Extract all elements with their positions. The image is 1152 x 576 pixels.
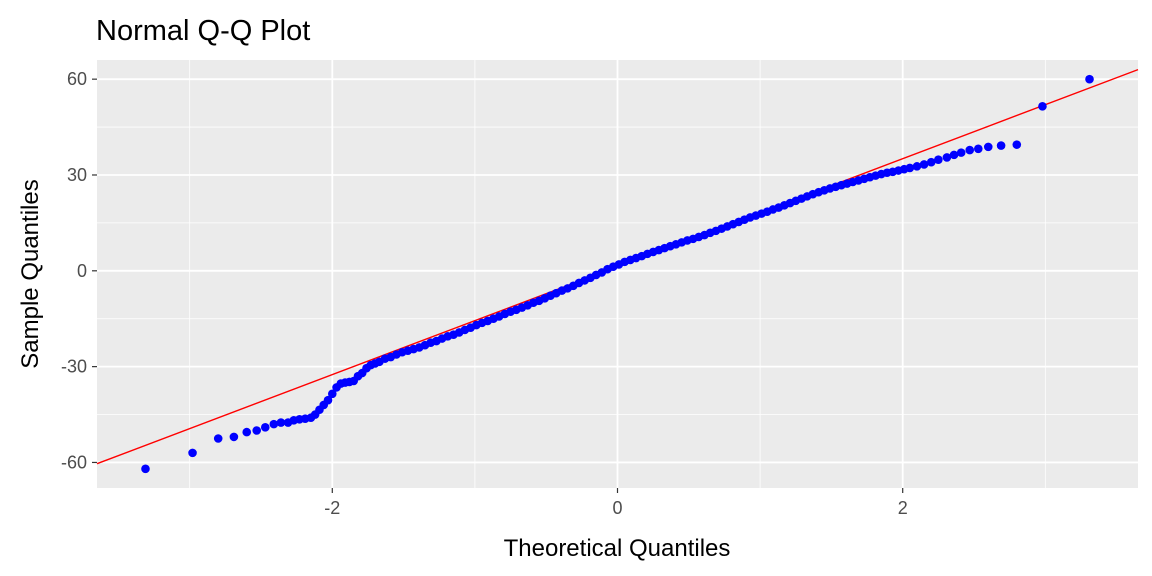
data-point bbox=[926, 157, 936, 167]
data-point bbox=[942, 153, 952, 162]
x-tick-label: 2 bbox=[898, 498, 908, 518]
x-axis-ticks: -2 0 2 bbox=[324, 488, 908, 518]
data-point bbox=[996, 141, 1006, 150]
data-point bbox=[188, 448, 197, 458]
data-point bbox=[327, 389, 337, 399]
data-point bbox=[965, 145, 975, 155]
x-tick-label: 0 bbox=[612, 498, 622, 518]
chart-title: Normal Q-Q Plot bbox=[96, 15, 310, 47]
data-point bbox=[949, 150, 959, 160]
y-axis-title: Sample Quantiles bbox=[17, 179, 44, 368]
grid-major bbox=[97, 60, 1138, 488]
data-point bbox=[276, 418, 286, 427]
data-point bbox=[260, 423, 270, 432]
data-point bbox=[1012, 140, 1022, 149]
data-point bbox=[956, 148, 966, 157]
y-tick-label: 60 bbox=[67, 69, 87, 89]
data-point bbox=[213, 434, 223, 443]
y-tick-label: 0 bbox=[77, 261, 87, 281]
data-point bbox=[983, 142, 993, 152]
data-point bbox=[1085, 74, 1094, 84]
data-point bbox=[1038, 102, 1047, 111]
y-tick-label: 30 bbox=[67, 165, 87, 185]
data-point bbox=[323, 395, 333, 405]
data-point bbox=[905, 163, 915, 173]
x-tick-label: -2 bbox=[324, 498, 340, 518]
data-point bbox=[912, 162, 922, 171]
y-tick-label: -30 bbox=[61, 357, 87, 377]
data-point bbox=[934, 155, 943, 164]
data-point bbox=[242, 427, 252, 437]
y-tick-label: -60 bbox=[61, 452, 87, 472]
data-point bbox=[141, 464, 150, 474]
data-point bbox=[229, 432, 239, 442]
data-point bbox=[973, 144, 983, 154]
y-axis-ticks: -60 -30 0 30 60 bbox=[61, 69, 97, 472]
data-point bbox=[252, 426, 262, 435]
x-axis-title: Theoretical Quantiles bbox=[504, 535, 731, 562]
data-point bbox=[919, 160, 929, 169]
data-point bbox=[269, 419, 279, 429]
points-layer bbox=[141, 74, 1094, 474]
